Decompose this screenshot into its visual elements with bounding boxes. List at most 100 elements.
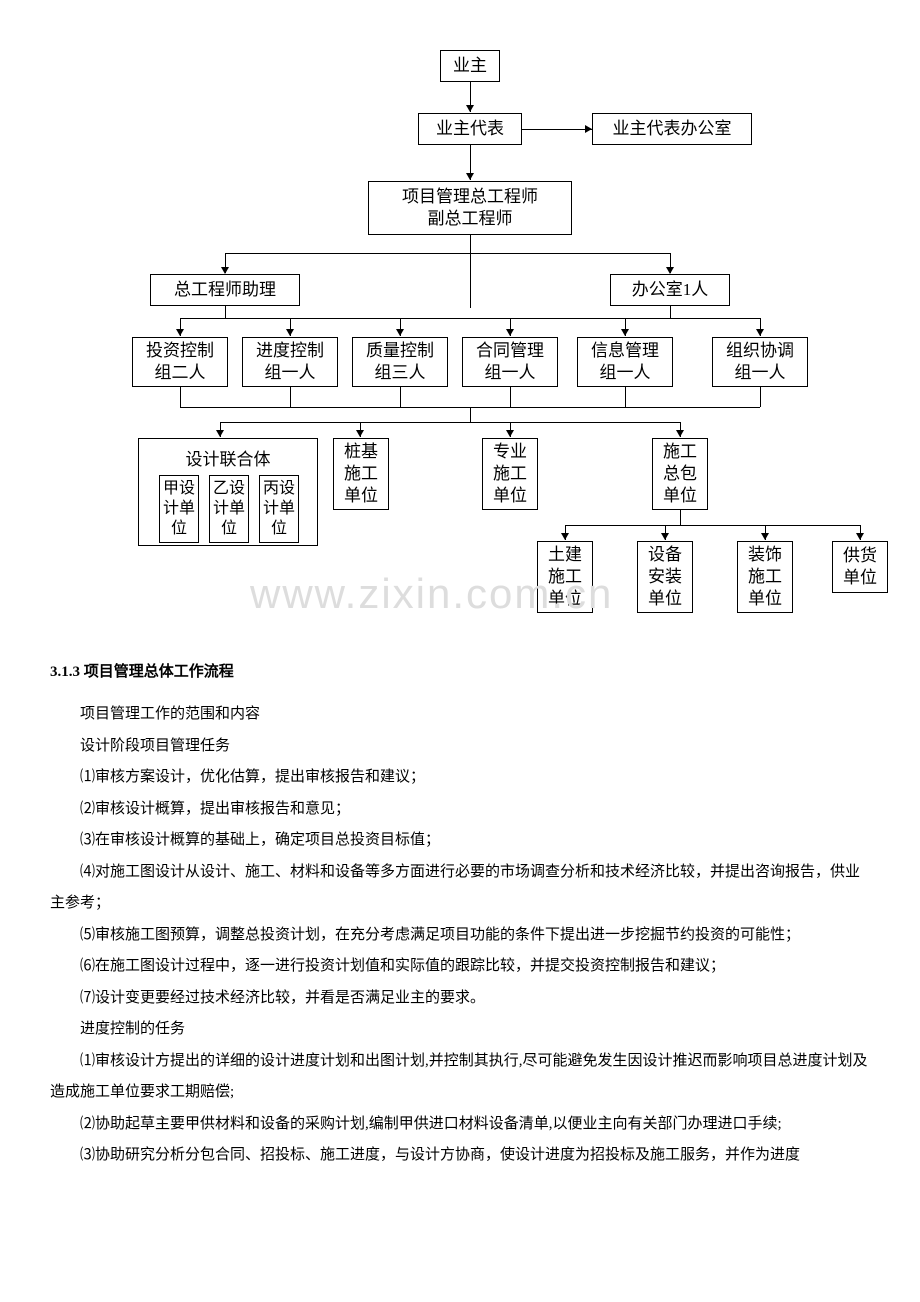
arrow	[676, 430, 684, 437]
node-civil: 土建 施工 单位	[537, 541, 593, 613]
label: 组一人	[600, 362, 651, 384]
label: 组三人	[375, 362, 426, 384]
arrow	[286, 329, 294, 336]
label: 合同管理	[476, 340, 544, 362]
label: 组二人	[155, 362, 206, 384]
paragraph: ⑺设计变更要经过技术经济比较，并看是否满足业主的要求。	[50, 983, 870, 1015]
node-coord: 组织协调 组一人	[712, 337, 808, 387]
label: 单位	[748, 588, 782, 610]
connector	[290, 387, 291, 407]
label: 单位	[493, 485, 527, 507]
label: 信息管理	[591, 340, 659, 362]
label: 安装	[648, 566, 682, 588]
label: 项目管理总工程师	[402, 186, 538, 208]
label: 办公室1人	[632, 279, 709, 301]
node-assistant: 总工程师助理	[150, 274, 300, 306]
arrow	[621, 329, 629, 336]
connector	[470, 253, 471, 308]
arrow	[396, 329, 404, 336]
paragraph: 设计阶段项目管理任务	[50, 731, 870, 763]
arrow	[756, 329, 764, 336]
node-owner: 业主	[440, 50, 500, 82]
node-contract: 合同管理 组一人	[462, 337, 558, 387]
arrow	[221, 267, 229, 274]
node-design-a: 甲设计单位	[159, 475, 199, 543]
label: 单位	[648, 588, 682, 610]
node-equip: 设备 安装 单位	[637, 541, 693, 613]
node-office1: 办公室1人	[610, 274, 730, 306]
section-heading: 3.1.3 项目管理总体工作流程	[50, 660, 870, 681]
node-decor: 装饰 施工 单位	[737, 541, 793, 613]
connector	[180, 387, 181, 407]
label: 施工	[344, 463, 378, 485]
paragraph: 项目管理工作的范围和内容	[50, 699, 870, 731]
label: 施工	[663, 441, 697, 463]
arrow	[176, 329, 184, 336]
org-chart: 业主 业主代表 业主代表办公室 项目管理总工程师 副总工程师 总工程师助理 办公…	[70, 50, 850, 630]
label: 业主代表	[436, 118, 504, 140]
label: 乙设计单位	[213, 480, 245, 537]
connector	[760, 387, 761, 407]
label: 单位	[843, 567, 877, 589]
arrow	[466, 105, 474, 112]
node-info: 信息管理 组一人	[577, 337, 673, 387]
arrow	[761, 533, 769, 540]
label: 桩基	[344, 441, 378, 463]
node-design-c: 丙设计单位	[259, 475, 299, 543]
body-text: 项目管理工作的范围和内容 设计阶段项目管理任务 ⑴审核方案设计，优化估算，提出审…	[50, 699, 870, 1172]
paragraph: ⑴审核方案设计，优化估算，提出审核报告和建议；	[50, 762, 870, 794]
label: 施工	[548, 566, 582, 588]
arrow	[561, 533, 569, 540]
label: 组一人	[735, 362, 786, 384]
connector	[225, 306, 226, 318]
connector	[400, 387, 401, 407]
label: 甲设计单位	[163, 480, 195, 537]
connector	[470, 235, 471, 253]
node-contractor: 施工 总包 单位	[652, 438, 708, 510]
connector	[470, 407, 471, 422]
label: 总包	[663, 463, 697, 485]
connector	[565, 525, 860, 526]
node-supply: 供货 单位	[832, 541, 888, 593]
connector	[625, 387, 626, 407]
label: 土建	[548, 544, 582, 566]
arrow	[506, 430, 514, 437]
label: 组织协调	[726, 340, 794, 362]
label: 施工	[748, 566, 782, 588]
paragraph: ⑶在审核设计概算的基础上，确定项目总投资目标值；	[50, 825, 870, 857]
arrow	[585, 125, 592, 133]
label: 总工程师助理	[174, 279, 276, 301]
node-chief: 项目管理总工程师 副总工程师	[368, 181, 572, 235]
connector	[680, 510, 681, 525]
arrow	[666, 267, 674, 274]
arrow	[661, 533, 669, 540]
label: 设备	[648, 544, 682, 566]
arrow	[356, 430, 364, 437]
label: 单位	[663, 485, 697, 507]
label: 业主代表办公室	[613, 118, 732, 140]
label: 供货	[843, 545, 877, 567]
label: 施工	[493, 463, 527, 485]
arrow	[466, 173, 474, 180]
label: 装饰	[748, 544, 782, 566]
paragraph: 进度控制的任务	[50, 1014, 870, 1046]
node-design-union: 设计联合体 甲设计单位 乙设计单位 丙设计单位	[138, 438, 318, 546]
label: 单位	[344, 485, 378, 507]
paragraph: ⑸审核施工图预算，调整总投资计划，在充分考虑满足项目功能的条件下提出进一步挖掘节…	[50, 920, 870, 952]
connector	[180, 318, 760, 319]
label: 副总工程师	[428, 208, 513, 230]
connector	[510, 387, 511, 407]
paragraph: ⑵审核设计概算，提出审核报告和意见；	[50, 794, 870, 826]
node-pile: 桩基 施工 单位	[333, 438, 389, 510]
node-progress: 进度控制 组一人	[242, 337, 338, 387]
connector	[225, 253, 670, 254]
label: 投资控制	[146, 340, 214, 362]
label: 质量控制	[366, 340, 434, 362]
arrow	[506, 329, 514, 336]
arrow	[856, 533, 864, 540]
label: 专业	[493, 441, 527, 463]
label: 单位	[548, 588, 582, 610]
paragraph: ⑷对施工图设计从设计、施工、材料和设备等多方面进行必要的市场调查分析和技术经济比…	[50, 857, 870, 920]
paragraph: ⑵协助起草主要甲供材料和设备的采购计划,编制甲供进口材料设备清单,以便业主向有关…	[50, 1109, 870, 1141]
label: 丙设计单位	[263, 480, 295, 537]
